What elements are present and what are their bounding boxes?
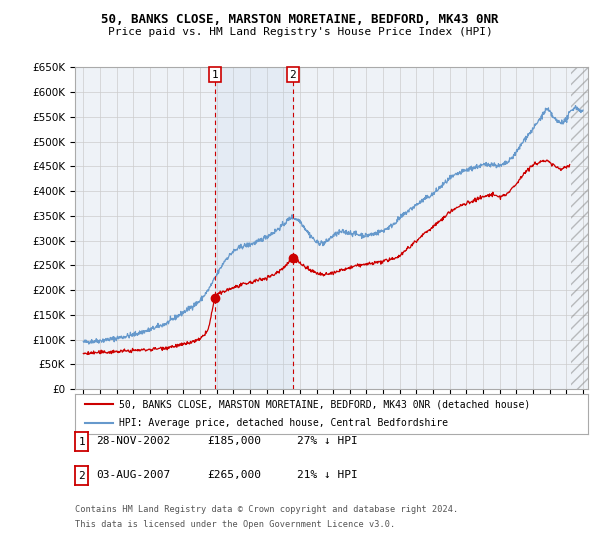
Text: 2: 2 — [78, 471, 85, 480]
Text: 2: 2 — [289, 69, 296, 80]
Text: 1: 1 — [212, 69, 218, 80]
Text: This data is licensed under the Open Government Licence v3.0.: This data is licensed under the Open Gov… — [75, 520, 395, 529]
Bar — [571, 67, 588, 389]
Text: 28-NOV-2002: 28-NOV-2002 — [96, 436, 170, 446]
Text: 50, BANKS CLOSE, MARSTON MORETAINE, BEDFORD, MK43 0NR (detached house): 50, BANKS CLOSE, MARSTON MORETAINE, BEDF… — [119, 399, 530, 409]
Text: HPI: Average price, detached house, Central Bedfordshire: HPI: Average price, detached house, Cent… — [119, 418, 448, 428]
Text: 21% ↓ HPI: 21% ↓ HPI — [297, 470, 358, 480]
Bar — [571, 67, 588, 389]
Text: £265,000: £265,000 — [207, 470, 261, 480]
Bar — [215, 67, 293, 389]
Text: Price paid vs. HM Land Registry's House Price Index (HPI): Price paid vs. HM Land Registry's House … — [107, 27, 493, 38]
Text: 1: 1 — [78, 437, 85, 446]
Text: Contains HM Land Registry data © Crown copyright and database right 2024.: Contains HM Land Registry data © Crown c… — [75, 505, 458, 514]
Text: 03-AUG-2007: 03-AUG-2007 — [96, 470, 170, 480]
Text: 50, BANKS CLOSE, MARSTON MORETAINE, BEDFORD, MK43 0NR: 50, BANKS CLOSE, MARSTON MORETAINE, BEDF… — [101, 13, 499, 26]
Text: £185,000: £185,000 — [207, 436, 261, 446]
Text: 27% ↓ HPI: 27% ↓ HPI — [297, 436, 358, 446]
